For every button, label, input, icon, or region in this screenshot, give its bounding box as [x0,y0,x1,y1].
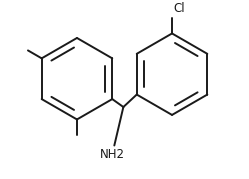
Text: Cl: Cl [173,2,185,15]
Text: NH2: NH2 [100,148,124,161]
